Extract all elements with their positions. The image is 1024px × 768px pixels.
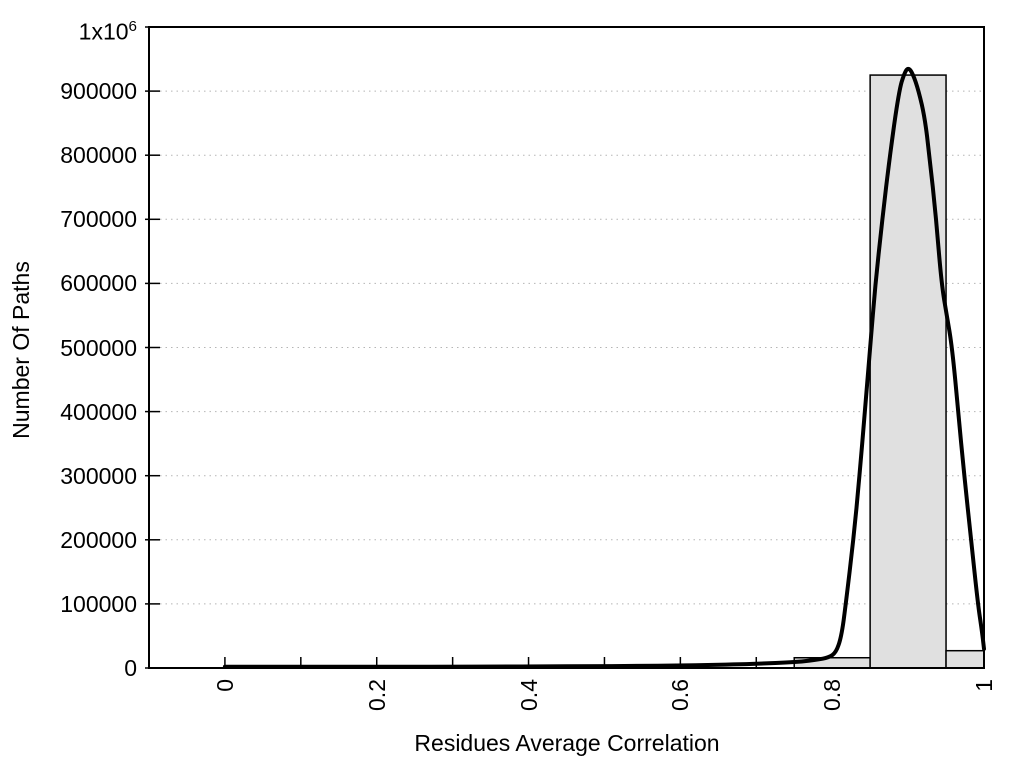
x-tick-label: 1: [971, 679, 997, 692]
x-tick-label: 0: [211, 679, 238, 692]
y-tick-label: 900000: [60, 78, 137, 105]
x-tick-label: 0.8: [819, 679, 846, 711]
x-tick-label: 0.6: [667, 679, 694, 711]
y-tick-label: 200000: [60, 526, 137, 553]
y-tick-label: 300000: [60, 462, 137, 489]
y-tick-label: 0: [124, 655, 137, 681]
x-tick-label: 0.4: [515, 679, 542, 711]
x-axis-title: Residues Average Correlation: [414, 730, 720, 756]
y-axis-title: Number Of Paths: [8, 261, 34, 439]
y-tick-label: 100000: [60, 590, 137, 617]
histogram-bar: [869, 74, 947, 669]
y-tick-label: 800000: [60, 142, 137, 169]
plot-border: [148, 26, 985, 669]
histogram-bar: [945, 649, 985, 669]
y-tick-label: 400000: [60, 398, 137, 425]
x-tick-label: 0.2: [363, 679, 390, 711]
y-tick-label: 1x106: [78, 18, 137, 45]
y-tick-label: 500000: [60, 334, 137, 361]
distribution-curve: [222, 66, 986, 669]
y-tick-label: 700000: [60, 206, 137, 233]
y-tick-label: 600000: [60, 270, 137, 297]
